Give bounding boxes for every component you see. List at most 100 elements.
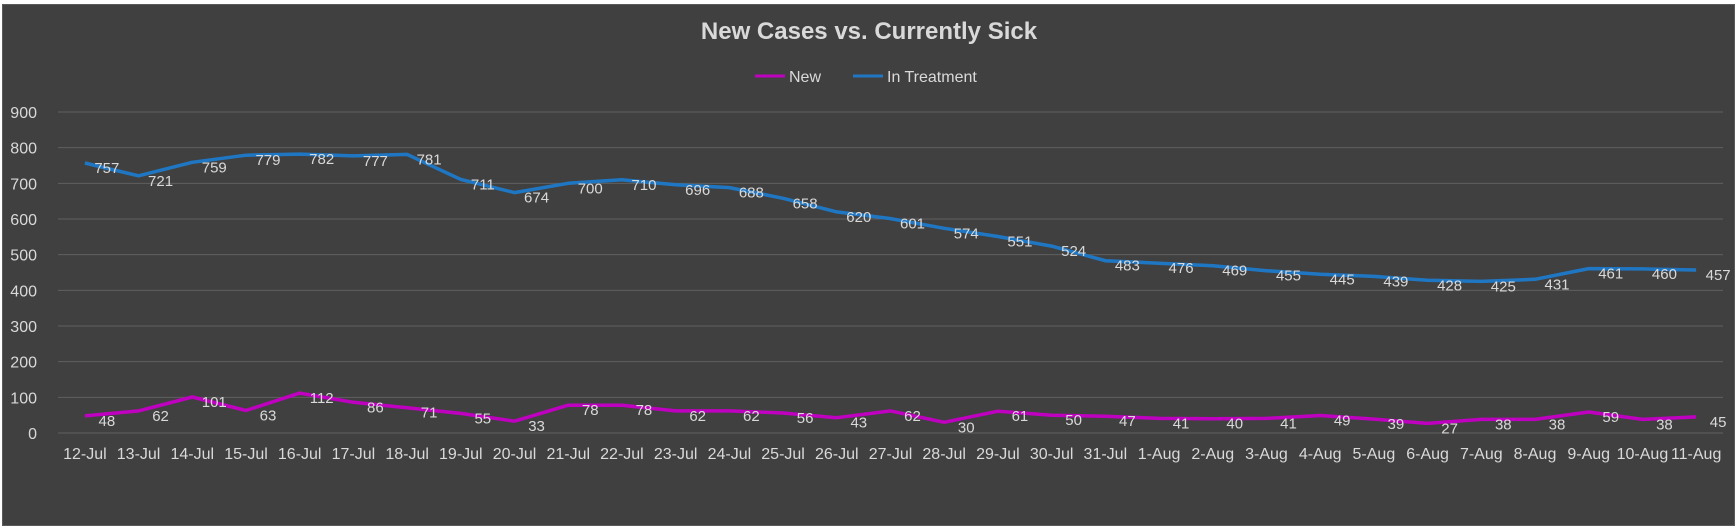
x-tick-label: 23-Jul bbox=[654, 446, 698, 463]
data-label: 461 bbox=[1598, 266, 1623, 283]
y-tick-label: 600 bbox=[10, 212, 37, 229]
data-label: 61 bbox=[1012, 408, 1029, 425]
data-label: 41 bbox=[1173, 415, 1190, 432]
data-label: 62 bbox=[743, 408, 760, 425]
data-label: 700 bbox=[578, 180, 603, 197]
x-tick-label: 12-Jul bbox=[63, 446, 107, 463]
data-label: 56 bbox=[797, 410, 814, 427]
data-label: 711 bbox=[471, 176, 495, 193]
data-label: 39 bbox=[1388, 416, 1405, 433]
y-tick-label: 500 bbox=[10, 248, 37, 265]
data-label: 457 bbox=[1706, 267, 1731, 284]
data-label: 688 bbox=[739, 185, 764, 202]
data-label: 27 bbox=[1441, 420, 1458, 437]
chart-title: New Cases vs. Currently Sick bbox=[701, 18, 1038, 45]
x-tick-label: 4-Aug bbox=[1299, 446, 1342, 463]
data-label: 33 bbox=[528, 418, 545, 435]
y-tick-label: 800 bbox=[10, 141, 37, 158]
data-label: 455 bbox=[1276, 268, 1301, 285]
data-label: 62 bbox=[689, 408, 706, 425]
data-label: 759 bbox=[202, 159, 227, 176]
data-label: 78 bbox=[582, 402, 599, 419]
series-lines bbox=[84, 152, 1697, 426]
x-tick-label: 29-Jul bbox=[976, 446, 1020, 463]
data-label: 658 bbox=[793, 195, 818, 212]
x-tick-label: 10-Aug bbox=[1617, 446, 1669, 463]
data-label: 62 bbox=[904, 408, 921, 425]
data-label: 601 bbox=[900, 216, 925, 233]
data-label: 428 bbox=[1437, 277, 1462, 294]
y-tick-label: 100 bbox=[10, 390, 37, 407]
data-label: 460 bbox=[1652, 266, 1677, 283]
data-label: 483 bbox=[1115, 258, 1140, 275]
line-chart: New Cases vs. Currently Sick New In Treat… bbox=[10, 18, 1730, 463]
data-label: 63 bbox=[260, 408, 277, 425]
data-label: 674 bbox=[524, 190, 549, 207]
data-label: 38 bbox=[1549, 416, 1566, 433]
data-label: 30 bbox=[958, 419, 975, 436]
y-tick-label: 200 bbox=[10, 355, 37, 372]
x-tick-label: 21-Jul bbox=[546, 446, 590, 463]
data-label: 757 bbox=[94, 160, 119, 177]
data-label: 47 bbox=[1119, 413, 1136, 430]
data-label: 71 bbox=[421, 405, 438, 422]
data-label: 112 bbox=[310, 390, 334, 407]
x-tick-label: 11-Aug bbox=[1671, 446, 1721, 463]
x-axis: 12-Jul 13-Jul 14-Jul 15-Jul 16-Jul 17-Jul 18-J… bbox=[63, 446, 1721, 463]
legend-label: In Treatment bbox=[887, 69, 977, 86]
data-label: 86 bbox=[367, 399, 384, 416]
data-label: 439 bbox=[1383, 273, 1408, 290]
data-label: 62 bbox=[152, 408, 169, 425]
x-tick-label: 30-Jul bbox=[1030, 446, 1074, 463]
x-tick-label: 7-Aug bbox=[1460, 446, 1503, 463]
x-tick-label: 24-Jul bbox=[708, 446, 752, 463]
data-label: 524 bbox=[1061, 243, 1086, 260]
data-label: 782 bbox=[309, 151, 334, 168]
data-labels: 48 62 101 63 112 86 71 55 33 78 78 62 62 56 43 62 30 61 50… bbox=[94, 151, 1730, 437]
legend: New In Treatment bbox=[755, 69, 977, 86]
x-tick-label: 26-Jul bbox=[815, 446, 859, 463]
data-label: 41 bbox=[1280, 415, 1297, 432]
x-tick-label: 9-Aug bbox=[1567, 446, 1610, 463]
x-tick-label: 20-Jul bbox=[493, 446, 537, 463]
data-label: 445 bbox=[1330, 271, 1355, 288]
x-tick-label: 28-Jul bbox=[922, 446, 966, 463]
data-label: 696 bbox=[685, 182, 710, 199]
x-tick-label: 17-Jul bbox=[332, 446, 376, 463]
x-tick-label: 27-Jul bbox=[869, 446, 913, 463]
x-tick-label: 3-Aug bbox=[1245, 446, 1288, 463]
data-label: 425 bbox=[1491, 278, 1516, 295]
y-tick-label: 0 bbox=[28, 426, 37, 443]
data-label: 48 bbox=[99, 413, 116, 430]
x-tick-label: 1-Aug bbox=[1138, 446, 1181, 463]
y-tick-label: 700 bbox=[10, 176, 37, 193]
data-label: 779 bbox=[255, 152, 280, 169]
data-label: 78 bbox=[636, 402, 653, 419]
chart-area: New Cases vs. Currently Sick New In Treat… bbox=[2, 4, 1735, 526]
y-tick-label: 400 bbox=[10, 283, 37, 300]
data-label: 38 bbox=[1495, 416, 1512, 433]
data-label: 55 bbox=[474, 410, 491, 427]
data-label: 469 bbox=[1222, 263, 1247, 280]
data-label: 45 bbox=[1710, 414, 1727, 431]
x-tick-label: 8-Aug bbox=[1514, 446, 1557, 463]
y-tick-label: 300 bbox=[10, 319, 37, 336]
data-label: 38 bbox=[1656, 416, 1673, 433]
data-label: 721 bbox=[148, 173, 173, 190]
y-axis: 0 100 200 300 400 500 600 700 800 900 bbox=[10, 105, 37, 443]
series-line-in-treatment bbox=[84, 152, 1697, 284]
data-label: 781 bbox=[417, 151, 442, 168]
x-tick-label: 25-Jul bbox=[761, 446, 805, 463]
x-tick-label: 18-Jul bbox=[385, 446, 429, 463]
data-label: 49 bbox=[1334, 413, 1351, 430]
data-label: 476 bbox=[1169, 260, 1194, 277]
x-tick-label: 16-Jul bbox=[278, 446, 322, 463]
data-label: 43 bbox=[850, 415, 867, 432]
x-tick-label: 5-Aug bbox=[1353, 446, 1396, 463]
data-label: 431 bbox=[1545, 276, 1570, 293]
data-label: 777 bbox=[363, 153, 388, 170]
data-label: 710 bbox=[631, 177, 656, 194]
data-label: 551 bbox=[1007, 233, 1032, 250]
x-tick-label: 2-Aug bbox=[1191, 446, 1234, 463]
x-tick-label: 19-Jul bbox=[439, 446, 483, 463]
